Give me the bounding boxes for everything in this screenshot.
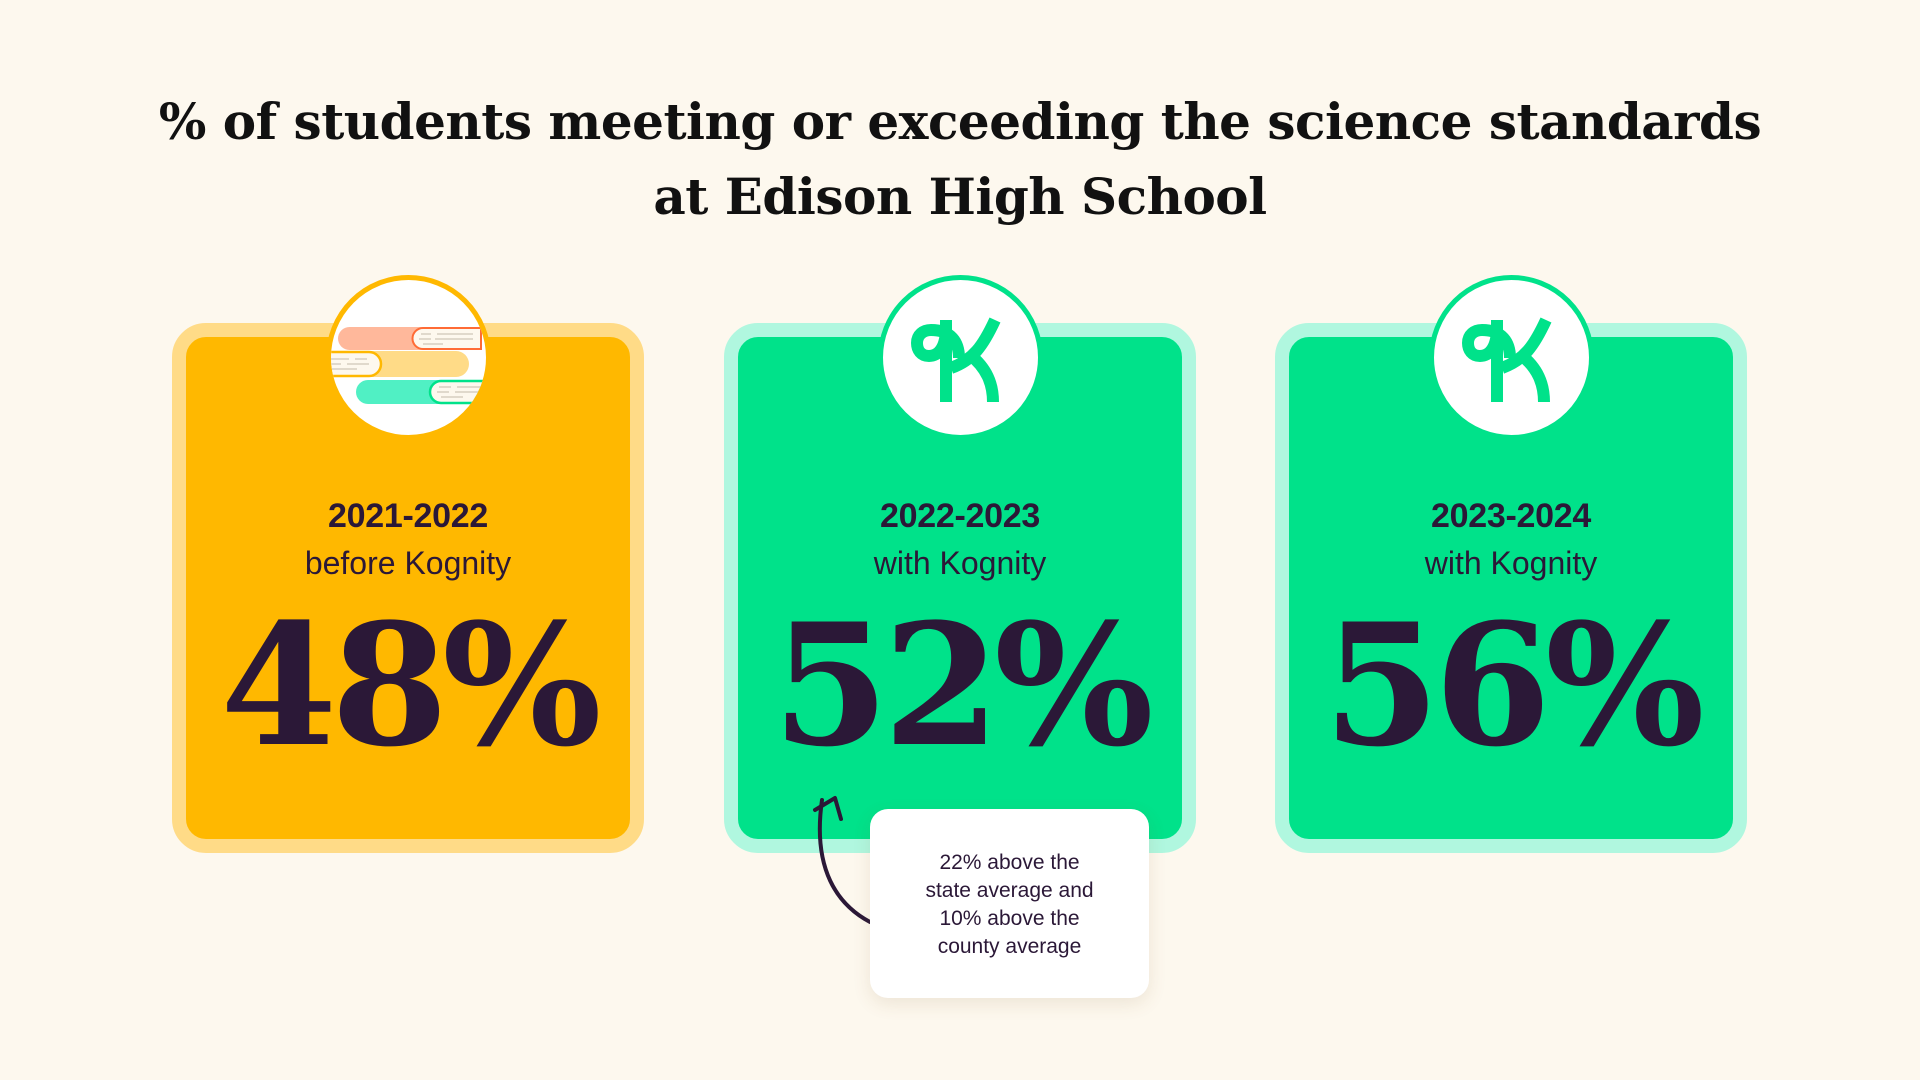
card-year: 2021-2022 <box>328 497 488 535</box>
card-label: with Kognity <box>873 545 1047 581</box>
card-year: 2022-2023 <box>880 497 1040 535</box>
card-label: with Kognity <box>1424 545 1598 581</box>
callout-line-3: 10% above the <box>939 907 1080 930</box>
card-year: 2023-2024 <box>1431 497 1591 535</box>
callout-line-2: state average and <box>925 879 1094 902</box>
annotation-callout: 22% above the state average and 10% abov… <box>870 809 1149 998</box>
card-percentage: 56% <box>1323 586 1704 784</box>
stat-card-2022-2023: 2022-2023 with Kognity 52% <box>724 275 1196 853</box>
stat-card-2023-2024: 2023-2024 with Kognity 56% <box>1275 275 1747 853</box>
title-line-2: at Edison High School <box>653 167 1267 226</box>
kognity-logo-icon <box>1429 275 1594 440</box>
books-stack-icon <box>326 275 491 440</box>
title-line-1: % of students meeting or exceeding the s… <box>158 92 1762 151</box>
card-label: before Kognity <box>304 545 512 581</box>
card-percentage: 48% <box>220 586 601 784</box>
card-percentage: 52% <box>772 586 1153 784</box>
kognity-logo-icon <box>878 275 1043 440</box>
stat-card-2021-2022: 2021-2022 before Kognity 48% <box>172 275 644 853</box>
callout-line-1: 22% above the <box>939 851 1080 874</box>
page-title: % of students meeting or exceeding the s… <box>0 84 1920 234</box>
callout-line-4: county average <box>937 935 1082 958</box>
